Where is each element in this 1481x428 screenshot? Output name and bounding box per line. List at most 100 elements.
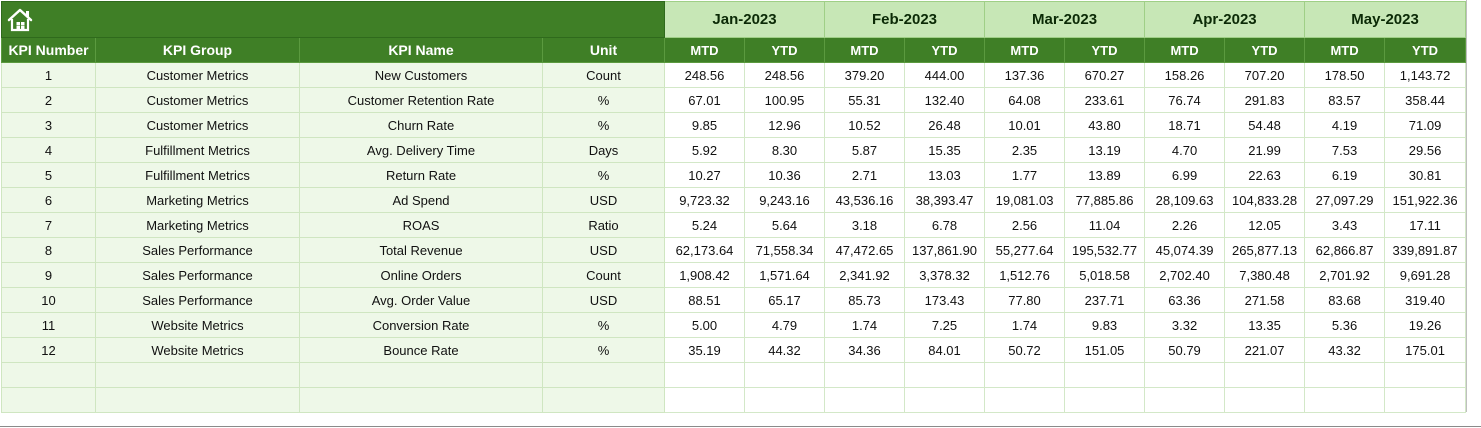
ytd-value-cell[interactable]: 9.83 [1064, 312, 1146, 338]
ytd-value-cell[interactable]: 71,558.34 [744, 237, 825, 263]
ytd-value-cell[interactable]: 291.83 [1224, 87, 1306, 113]
mtd-value-cell[interactable]: 7.53 [1304, 137, 1386, 163]
ytd-value-cell[interactable]: 137,861.90 [903, 237, 986, 263]
ytd-value-cell[interactable]: 3,378.32 [903, 262, 986, 288]
mtd-value-cell[interactable]: 18.71 [1144, 112, 1226, 138]
ytd-value-cell[interactable]: 1,143.72 [1384, 62, 1467, 88]
empty-cell[interactable] [299, 362, 543, 388]
kpi-number-cell[interactable]: 7 [1, 212, 96, 238]
mtd-value-cell[interactable]: 85.73 [824, 287, 905, 313]
kpi-number-cell[interactable]: 11 [1, 312, 96, 338]
ytd-value-cell[interactable]: 12.05 [1224, 212, 1306, 238]
kpi-number-cell[interactable]: 1 [1, 62, 96, 88]
empty-cell[interactable] [744, 362, 825, 388]
ytd-value-cell[interactable]: 71.09 [1384, 112, 1467, 138]
mtd-value-cell[interactable]: 88.51 [664, 287, 745, 313]
kpi-number-cell[interactable]: 8 [1, 237, 96, 263]
mtd-value-cell[interactable]: 63.36 [1144, 287, 1226, 313]
empty-cell[interactable] [542, 387, 665, 413]
mtd-value-cell[interactable]: 45,074.39 [1144, 237, 1226, 263]
ytd-value-cell[interactable]: 237.71 [1064, 287, 1146, 313]
mtd-value-cell[interactable]: 10.52 [824, 112, 905, 138]
unit-cell[interactable]: Days [542, 137, 665, 163]
mtd-value-cell[interactable]: 1,908.42 [664, 262, 745, 288]
kpi-number-cell[interactable]: 4 [1, 137, 96, 163]
empty-cell[interactable] [542, 362, 665, 388]
kpi-group-cell[interactable]: Website Metrics [95, 337, 300, 363]
ytd-value-cell[interactable]: 132.40 [903, 87, 986, 113]
mtd-value-cell[interactable]: 2.56 [984, 212, 1066, 238]
kpi-name-cell[interactable]: Ad Spend [299, 187, 543, 213]
ytd-value-cell[interactable]: 8.30 [744, 137, 825, 163]
unit-cell[interactable]: USD [542, 187, 665, 213]
kpi-group-cell[interactable]: Fulfillment Metrics [95, 137, 300, 163]
mtd-value-cell[interactable]: 2.35 [984, 137, 1066, 163]
ytd-value-cell[interactable]: 248.56 [744, 62, 825, 88]
mtd-value-cell[interactable]: 2,341.92 [824, 262, 905, 288]
ytd-value-cell[interactable]: 265,877.13 [1224, 237, 1306, 263]
ytd-value-cell[interactable]: 10.36 [744, 162, 825, 188]
mtd-value-cell[interactable]: 2.26 [1144, 212, 1226, 238]
kpi-name-cell[interactable]: Customer Retention Rate [299, 87, 543, 113]
ytd-value-cell[interactable]: 54.48 [1224, 112, 1306, 138]
ytd-value-cell[interactable]: 21.99 [1224, 137, 1306, 163]
mtd-value-cell[interactable]: 5.36 [1304, 312, 1386, 338]
empty-cell[interactable] [1064, 387, 1146, 413]
mtd-value-cell[interactable]: 10.27 [664, 162, 745, 188]
mtd-value-cell[interactable]: 4.70 [1144, 137, 1226, 163]
mtd-value-cell[interactable]: 5.87 [824, 137, 905, 163]
mtd-value-cell[interactable]: 43,536.16 [824, 187, 905, 213]
empty-cell[interactable] [299, 387, 543, 413]
ytd-value-cell[interactable]: 173.43 [903, 287, 986, 313]
mtd-value-cell[interactable]: 1.74 [824, 312, 905, 338]
kpi-name-cell[interactable]: Churn Rate [299, 112, 543, 138]
empty-cell[interactable] [1144, 387, 1226, 413]
ytd-value-cell[interactable]: 15.35 [903, 137, 986, 163]
ytd-value-cell[interactable]: 195,532.77 [1064, 237, 1146, 263]
mtd-value-cell[interactable]: 50.79 [1144, 337, 1226, 363]
mtd-value-cell[interactable]: 248.56 [664, 62, 745, 88]
kpi-group-cell[interactable]: Customer Metrics [95, 62, 300, 88]
ytd-value-cell[interactable]: 358.44 [1384, 87, 1467, 113]
empty-cell[interactable] [1224, 362, 1306, 388]
mtd-value-cell[interactable]: 28,109.63 [1144, 187, 1226, 213]
empty-cell[interactable] [1304, 387, 1386, 413]
ytd-value-cell[interactable]: 84.01 [903, 337, 986, 363]
ytd-value-cell[interactable]: 65.17 [744, 287, 825, 313]
empty-cell[interactable] [95, 362, 300, 388]
mtd-value-cell[interactable]: 3.43 [1304, 212, 1386, 238]
mtd-value-cell[interactable]: 1.77 [984, 162, 1066, 188]
mtd-value-cell[interactable]: 1,512.76 [984, 262, 1066, 288]
ytd-value-cell[interactable]: 7,380.48 [1224, 262, 1306, 288]
empty-cell[interactable] [1304, 362, 1386, 388]
ytd-value-cell[interactable]: 44.32 [744, 337, 825, 363]
ytd-value-cell[interactable]: 38,393.47 [903, 187, 986, 213]
ytd-value-cell[interactable]: 707.20 [1224, 62, 1306, 88]
unit-cell[interactable]: % [542, 87, 665, 113]
empty-cell[interactable] [1384, 362, 1467, 388]
kpi-name-cell[interactable]: Return Rate [299, 162, 543, 188]
empty-cell[interactable] [1144, 362, 1226, 388]
ytd-value-cell[interactable]: 26.48 [903, 112, 986, 138]
ytd-value-cell[interactable]: 151.05 [1064, 337, 1146, 363]
kpi-name-cell[interactable]: Avg. Delivery Time [299, 137, 543, 163]
empty-cell[interactable] [1384, 387, 1467, 413]
kpi-name-cell[interactable]: Bounce Rate [299, 337, 543, 363]
unit-cell[interactable]: % [542, 162, 665, 188]
ytd-value-cell[interactable]: 7.25 [903, 312, 986, 338]
kpi-group-cell[interactable]: Customer Metrics [95, 112, 300, 138]
kpi-name-cell[interactable]: Total Revenue [299, 237, 543, 263]
ytd-value-cell[interactable]: 19.26 [1384, 312, 1467, 338]
mtd-value-cell[interactable]: 6.19 [1304, 162, 1386, 188]
empty-cell[interactable] [824, 362, 905, 388]
ytd-value-cell[interactable]: 13.89 [1064, 162, 1146, 188]
unit-cell[interactable]: Ratio [542, 212, 665, 238]
ytd-value-cell[interactable]: 9,691.28 [1384, 262, 1467, 288]
ytd-value-cell[interactable]: 104,833.28 [1224, 187, 1306, 213]
ytd-value-cell[interactable]: 670.27 [1064, 62, 1146, 88]
kpi-group-cell[interactable]: Marketing Metrics [95, 187, 300, 213]
kpi-name-cell[interactable]: New Customers [299, 62, 543, 88]
mtd-value-cell[interactable]: 55.31 [824, 87, 905, 113]
ytd-value-cell[interactable]: 175.01 [1384, 337, 1467, 363]
mtd-value-cell[interactable]: 43.32 [1304, 337, 1386, 363]
